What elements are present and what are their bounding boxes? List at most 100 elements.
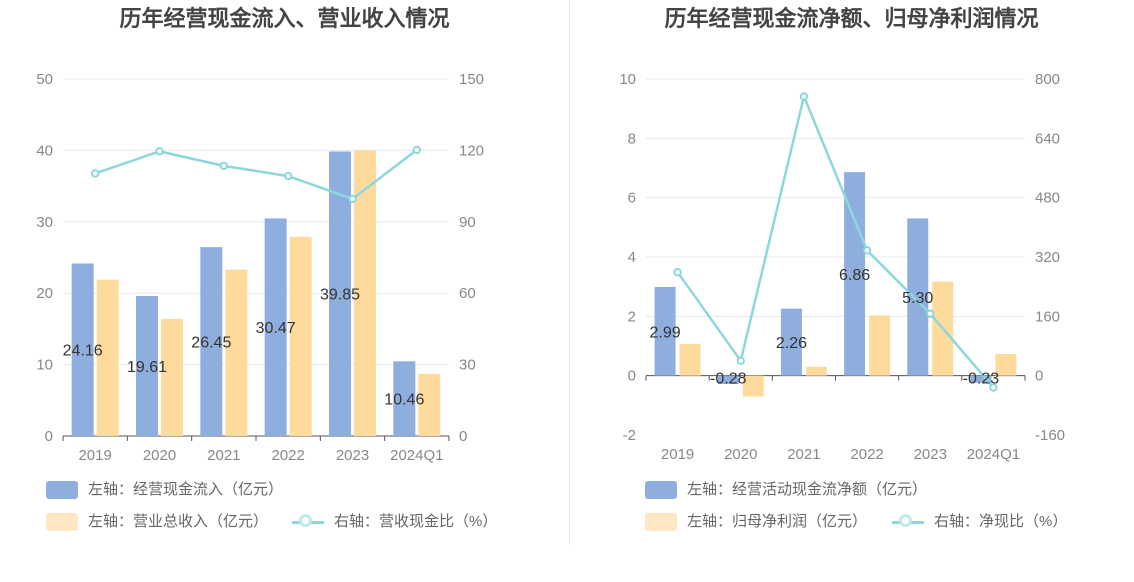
- y-axis-left-tick: 20: [36, 285, 53, 302]
- panel-divider: [569, 0, 570, 545]
- y-axis-right-tick: 640: [1035, 130, 1060, 147]
- legend-swatch-line-icon: [892, 512, 924, 532]
- bar: [805, 366, 827, 376]
- legend-label: 左轴：营业总收入（亿元）: [88, 513, 269, 530]
- bar: [742, 375, 764, 397]
- line-point: [799, 92, 809, 101]
- y-axis-right-tick: 320: [1035, 249, 1060, 266]
- x-axis-label: 2024Q1: [967, 446, 1020, 463]
- y-axis-right-tick: 150: [459, 71, 484, 88]
- bar: [329, 151, 351, 436]
- bar: [717, 375, 739, 384]
- y-axis-left-tick: 0: [45, 428, 53, 445]
- line-point: [283, 171, 293, 181]
- data-label: 26.45: [191, 335, 231, 352]
- y-axis-right-tick: 30: [459, 357, 476, 374]
- x-axis-label: 2023: [336, 447, 369, 464]
- y-axis-left-tick: 30: [36, 214, 53, 231]
- bar: [654, 286, 676, 376]
- data-label: 6.86: [839, 267, 870, 284]
- line-series: [94, 148, 418, 201]
- x-axis-label: 2023: [914, 446, 947, 463]
- y-axis-left-tick: 10: [36, 357, 53, 374]
- x-axis-label: 2019: [78, 447, 111, 464]
- bar: [393, 361, 416, 436]
- line-point: [348, 194, 357, 204]
- data-label: 2.99: [650, 324, 681, 341]
- x-axis-label: 2021: [207, 447, 240, 464]
- data-label: 10.46: [384, 392, 424, 409]
- bar: [844, 172, 866, 376]
- y-axis-right-tick: 160: [1035, 308, 1060, 325]
- y-axis-left-tick: 8: [628, 130, 636, 147]
- x-axis-label: 2019: [661, 446, 694, 463]
- legend-swatch-bar-blue: [46, 481, 78, 499]
- data-label: 19.61: [127, 359, 167, 376]
- bar: [136, 295, 158, 436]
- bar: [289, 236, 312, 436]
- bar: [200, 247, 223, 436]
- line-point: [989, 383, 998, 392]
- line-point: [412, 145, 422, 155]
- x-axis-label: 2024Q1: [390, 447, 443, 464]
- y-axis-right-tick: 0: [459, 428, 467, 445]
- legend-item-revenue[interactable]: 左轴：营业总收入（亿元）: [46, 512, 268, 532]
- bar: [71, 263, 94, 436]
- y-axis-right-tick: 480: [1035, 190, 1060, 207]
- line-point: [862, 246, 872, 255]
- data-label: 5.30: [902, 290, 933, 307]
- legend-item-net-profit[interactable]: 左轴：归母净利润（亿元）: [645, 512, 867, 532]
- bar: [780, 308, 802, 376]
- legend-label: 左轴：归母净利润（亿元）: [687, 513, 868, 530]
- legend-swatch-bar-orange: [645, 513, 677, 531]
- x-axis-label: 2020: [724, 446, 757, 463]
- data-label: 30.47: [256, 320, 296, 337]
- bar: [970, 375, 992, 383]
- y-axis-left-tick: 10: [619, 71, 636, 88]
- legend-label: 右轴：净现比（%）: [934, 513, 1068, 530]
- right-chart: -2 0 2 4 6 8 10 -160 0 160 320 480 640 800 2019 2020 202…: [619, 71, 1065, 463]
- y-axis-left-tick: 2: [628, 308, 636, 325]
- x-axis-label: 2021: [787, 446, 820, 463]
- y-axis-left-tick: 6: [628, 190, 636, 207]
- legend-item-net-cash-ratio[interactable]: 右轴：净现比（%）: [892, 512, 1067, 532]
- right-chart-title: 历年经营现金流净额、归母净利润情况: [664, 6, 1039, 31]
- y-axis-left-tick: 50: [36, 71, 53, 88]
- legend-item-net-cash-flow[interactable]: 左轴：经营活动现金流净额（亿元）: [645, 480, 927, 500]
- data-label: -0.28: [710, 371, 747, 388]
- bar: [161, 318, 183, 436]
- left-chart: 0 10 20 30 40 50 0 30 60 90 120 150 2019 2020 2021 2022…: [36, 71, 484, 464]
- line-point: [219, 161, 229, 171]
- legend-swatch-bar-blue: [645, 481, 677, 499]
- data-label: 2.26: [776, 335, 807, 352]
- legend-label: 左轴：经营活动现金流净额（亿元）: [687, 481, 928, 498]
- left-chart-title: 历年经营现金流入、营业收入情况: [119, 6, 450, 31]
- line-point: [90, 169, 100, 178]
- data-label: 39.85: [320, 287, 360, 304]
- legend-item-cash-inflow[interactable]: 左轴：经营现金流入（亿元）: [46, 480, 283, 500]
- bar: [869, 315, 891, 376]
- bar: [264, 218, 287, 436]
- legend-item-cash-ratio[interactable]: 右轴：营收现金比（%）: [292, 512, 497, 532]
- data-label: -0.23: [963, 371, 1000, 388]
- y-axis-left-tick: 0: [628, 368, 636, 385]
- bar: [907, 218, 929, 376]
- y-axis-right-tick: 120: [459, 142, 484, 159]
- x-axis-label: 2022: [271, 447, 304, 464]
- bar: [995, 354, 1017, 376]
- y-axis-right-tick: 90: [459, 214, 476, 231]
- bar: [354, 150, 376, 436]
- y-axis-left-tick: 4: [628, 249, 636, 266]
- y-axis-left-tick: -2: [623, 427, 636, 444]
- line-point: [926, 309, 935, 318]
- line-point: [155, 147, 164, 156]
- y-axis-right-tick: 0: [1035, 368, 1043, 385]
- x-axis-label: 2020: [143, 447, 176, 464]
- legend-swatch-line-icon: [292, 512, 324, 532]
- line-point: [736, 356, 745, 366]
- y-axis-left-tick: 40: [36, 142, 53, 159]
- line-point: [673, 268, 682, 277]
- bar: [225, 269, 248, 436]
- bar: [96, 279, 119, 436]
